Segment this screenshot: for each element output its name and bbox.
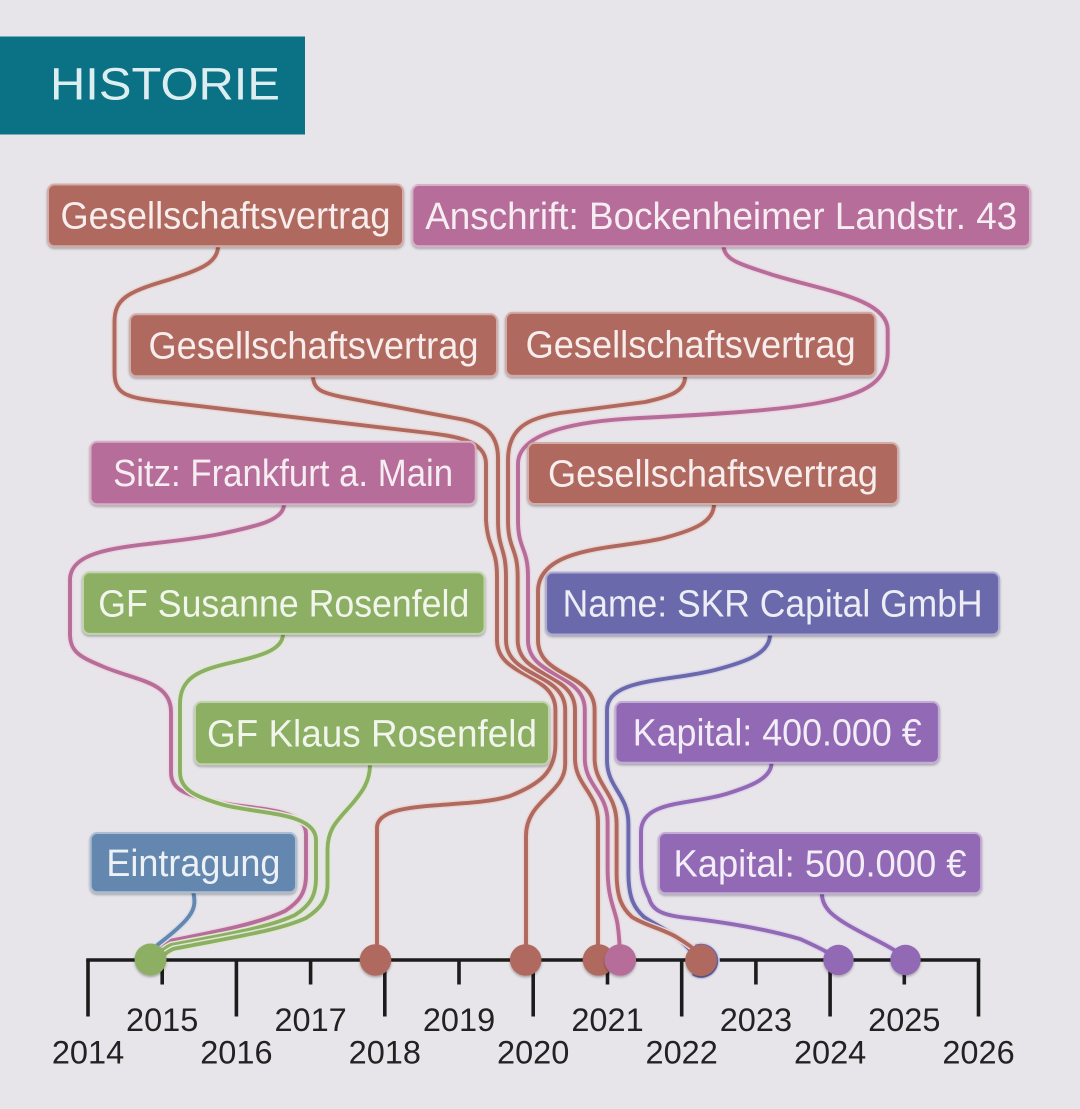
svg-text:GF Susanne Rosenfeld: GF Susanne Rosenfeld	[98, 583, 469, 625]
svg-text:2025: 2025	[868, 1002, 940, 1038]
svg-text:2020: 2020	[497, 1035, 569, 1071]
svg-text:Sitz: Frankfurt a. Main: Sitz: Frankfurt a. Main	[113, 453, 453, 495]
svg-text:Kapital: 500.000 €: Kapital: 500.000 €	[674, 843, 967, 885]
svg-text:2022: 2022	[646, 1035, 718, 1071]
svg-text:2021: 2021	[571, 1002, 643, 1038]
svg-text:GF Klaus Rosenfeld: GF Klaus Rosenfeld	[207, 713, 537, 755]
svg-text:Name: SKR Capital GmbH: Name: SKR Capital GmbH	[563, 584, 983, 626]
svg-text:2015: 2015	[126, 1002, 198, 1038]
svg-text:2024: 2024	[794, 1035, 866, 1071]
svg-text:Eintragung: Eintragung	[106, 843, 280, 885]
svg-text:2018: 2018	[349, 1035, 421, 1071]
svg-text:Gesellschaftsvertrag: Gesellschaftsvertrag	[149, 326, 479, 368]
svg-text:Kapital: 400.000 €: Kapital: 400.000 €	[633, 713, 922, 755]
svg-text:2016: 2016	[200, 1035, 272, 1071]
svg-text:2026: 2026	[942, 1035, 1014, 1071]
svg-text:2023: 2023	[720, 1002, 792, 1038]
svg-text:Gesellschaftsvertrag: Gesellschaftsvertrag	[61, 196, 391, 238]
svg-text:Gesellschaftsvertrag: Gesellschaftsvertrag	[548, 454, 878, 496]
svg-text:Anschrift: Bockenheimer Landst: Anschrift: Bockenheimer Landstr. 43	[425, 196, 1017, 238]
svg-text:Gesellschaftsvertrag: Gesellschaftsvertrag	[526, 325, 856, 367]
svg-text:2019: 2019	[423, 1002, 495, 1038]
svg-text:2017: 2017	[274, 1002, 346, 1038]
svg-text:2014: 2014	[52, 1035, 124, 1071]
svg-text:HISTORIE: HISTORIE	[50, 59, 280, 110]
